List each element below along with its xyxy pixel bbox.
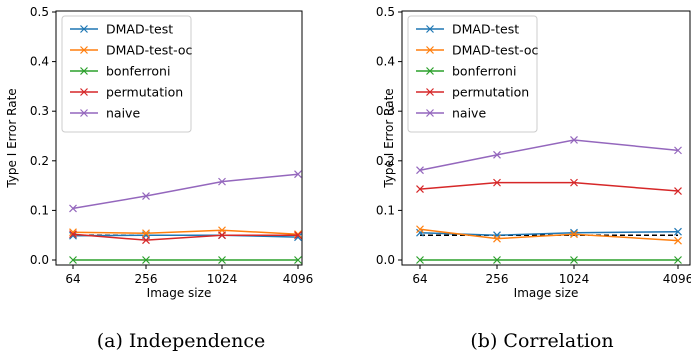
legend-marker-bonferroni xyxy=(80,67,88,75)
legend-label-permutation: permutation xyxy=(106,85,183,100)
legend-box xyxy=(407,15,538,133)
x-tick-label: 4096 xyxy=(283,272,314,286)
data-point-naive xyxy=(294,170,302,179)
y-tick-label: 0.5 xyxy=(30,5,49,19)
y-tick-label: 0.0 xyxy=(30,253,49,267)
data-point-permutation xyxy=(142,236,150,245)
y-tick-label: 0.2 xyxy=(30,154,49,168)
data-point-DMAD-test xyxy=(69,231,77,240)
legend-marker-DMAD-test xyxy=(80,25,88,33)
data-point-naive xyxy=(69,204,77,213)
legend-marker-permutation xyxy=(426,88,434,96)
panel-caption: (b) Correlation xyxy=(470,330,613,352)
data-point-bonferroni xyxy=(142,256,150,264)
y-tick-label: 0.5 xyxy=(376,5,395,19)
chart-panel-1: 0.0 0.1 0.2 0.3 0.4 0.5 64 256 1024 4096 Image siz… xyxy=(5,5,313,352)
data-point-bonferroni xyxy=(570,256,578,264)
y-tick-label: 0.1 xyxy=(376,203,395,217)
y-tick-label: 0.3 xyxy=(30,104,49,118)
series-line-naive xyxy=(419,139,679,171)
chart-panel-2: 0.0 0.1 0.2 0.3 0.4 0.5 64 256 1024 4096 Image siz… xyxy=(376,5,691,352)
y-tick-label: 0.0 xyxy=(376,253,395,267)
data-point-naive xyxy=(416,166,424,175)
data-point-bonferroni xyxy=(218,256,226,264)
data-point-DMAD-test xyxy=(416,228,424,237)
legend-marker-DMAD-test xyxy=(426,25,434,33)
data-point-permutation xyxy=(570,178,578,187)
legend-label-bonferroni: bonferroni xyxy=(452,64,516,79)
x-tick-label: 64 xyxy=(412,272,427,286)
x-tick-label: 256 xyxy=(135,272,158,286)
legend-label-naive: naive xyxy=(106,106,140,121)
data-point-bonferroni xyxy=(674,256,682,264)
legend-marker-permutation xyxy=(80,88,88,96)
series-line-permutation xyxy=(419,181,679,192)
y-tick-label: 0.4 xyxy=(376,55,395,69)
data-point-permutation xyxy=(493,178,501,187)
legend-marker-DMAD-test-oc xyxy=(426,46,434,54)
legend-label-DMAD-test-oc: DMAD-test-oc xyxy=(452,43,538,58)
data-point-naive xyxy=(674,146,682,155)
data-point-bonferroni xyxy=(493,256,501,264)
data-point-DMAD-test xyxy=(493,231,501,240)
legend-label-DMAD-test: DMAD-test xyxy=(106,22,173,37)
x-tick-label: 4096 xyxy=(663,272,691,286)
data-point-permutation xyxy=(218,231,226,240)
data-point-permutation xyxy=(69,230,77,239)
legend-marker-DMAD-test-oc xyxy=(80,46,88,54)
legend-marker-bonferroni xyxy=(426,67,434,75)
series-line-naive xyxy=(72,173,299,210)
x-tick-label: 256 xyxy=(486,272,509,286)
legend-label-permutation: permutation xyxy=(452,85,529,100)
y-axis-label: Type I Error Rate xyxy=(5,88,19,188)
x-tick-label: 1024 xyxy=(207,272,238,286)
series-line-DMAD-test-oc xyxy=(419,228,679,242)
y-tick-label: 0.2 xyxy=(376,154,395,168)
data-point-bonferroni xyxy=(294,256,302,264)
series-line-DMAD-test-oc xyxy=(72,229,299,235)
legend-marker-naive xyxy=(426,109,434,117)
data-point-bonferroni xyxy=(416,256,424,264)
x-axis-label: Image size xyxy=(147,286,212,300)
series-line-permutation xyxy=(72,233,298,241)
y-tick-label: 0.1 xyxy=(30,203,49,217)
data-point-naive xyxy=(570,136,578,144)
data-point-DMAD-test-oc xyxy=(493,234,501,243)
y-axis-label: Type I Error Rate xyxy=(382,88,396,188)
data-point-DMAD-test-oc xyxy=(142,229,150,238)
legend-label-DMAD-test: DMAD-test xyxy=(452,22,519,37)
x-axis-label: Image size xyxy=(514,286,579,300)
data-point-DMAD-test-oc xyxy=(674,236,682,245)
legend-label-DMAD-test-oc: DMAD-test-oc xyxy=(106,43,192,58)
y-tick-label: 0.3 xyxy=(376,104,395,118)
series-line-DMAD-test xyxy=(72,234,299,238)
data-point-DMAD-test-oc xyxy=(416,225,424,234)
data-point-naive xyxy=(493,150,501,159)
legend-box xyxy=(61,15,192,133)
y-tick-label: 0.4 xyxy=(30,55,49,69)
data-point-permutation xyxy=(674,187,682,195)
legend-label-bonferroni: bonferroni xyxy=(106,64,170,79)
data-point-naive xyxy=(218,177,226,186)
data-point-DMAD-test-oc xyxy=(570,230,578,239)
legend-marker-naive xyxy=(80,109,88,117)
legend-label-naive: naive xyxy=(452,106,486,121)
data-point-naive xyxy=(142,192,150,200)
panel-caption: (a) Independence xyxy=(97,330,266,352)
data-point-DMAD-test xyxy=(674,227,682,236)
data-point-permutation xyxy=(294,231,302,240)
data-point-DMAD-test-oc xyxy=(294,230,302,239)
x-tick-label: 64 xyxy=(65,272,80,286)
data-point-bonferroni xyxy=(69,256,77,264)
x-tick-label: 1024 xyxy=(559,272,590,286)
data-point-permutation xyxy=(416,185,424,193)
